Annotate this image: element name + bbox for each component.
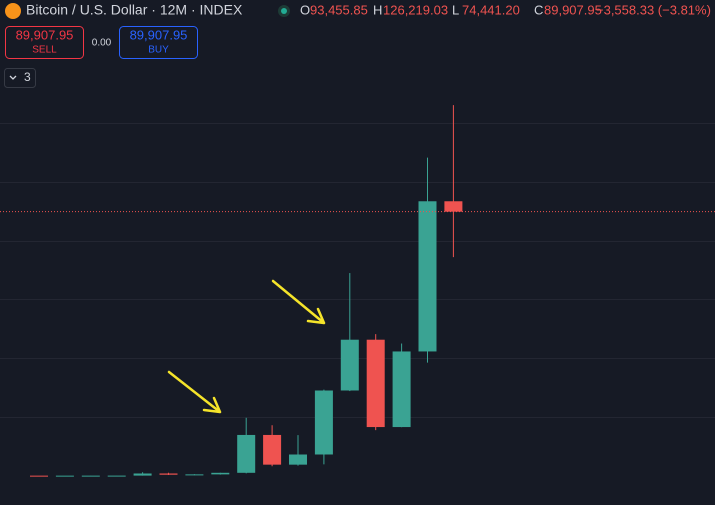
candle-body [418, 201, 437, 352]
ohlc-value: 126,219.03 [383, 2, 448, 17]
ohlc-value: 93,455.85 [310, 2, 368, 17]
candle-body [289, 454, 307, 465]
candle-body [107, 475, 126, 477]
candle-body [444, 201, 463, 212]
change: −3,558.33 (−3.81%) [596, 2, 711, 17]
indicators-toggle[interactable] [4, 68, 36, 88]
buy-label: BUY [148, 45, 169, 56]
ohlc-value: 74,441.20 [462, 2, 520, 17]
candle-body [340, 339, 359, 391]
candle-body [30, 475, 48, 477]
sell-price: 89,907.95 [16, 27, 74, 42]
spread: 0.00 [92, 38, 112, 49]
ohlc-value: 89,907.95 [544, 2, 602, 17]
ohlc-label: C [534, 2, 543, 17]
candle-body [211, 472, 230, 475]
arrow [271, 279, 326, 325]
candle-body [81, 475, 100, 477]
status-dot [281, 8, 287, 14]
ohlc-label: H [373, 2, 382, 17]
candle-body [366, 339, 385, 428]
indicator-count: 3 [24, 70, 31, 84]
buy-button[interactable] [119, 26, 198, 59]
bitcoin-icon [5, 3, 21, 19]
candle-body [314, 390, 333, 455]
candles [0, 105, 715, 477]
candle-body [237, 434, 256, 473]
arrow [167, 370, 222, 414]
buy-price: 89,907.95 [130, 27, 188, 42]
candle-body [185, 474, 204, 476]
ohlc-label: O [300, 2, 310, 17]
grid [0, 123, 715, 418]
sell-button[interactable] [5, 26, 84, 59]
ohlc-values: O 93,455.85 H 126,219.03 L 74,441.20 C 89,907.9… [300, 2, 602, 17]
candle-body [55, 475, 74, 477]
symbol-title[interactable]: Bitcoin / U.S. Dollar · 12M · INDEX [26, 2, 243, 18]
sell-label: SELL [32, 45, 57, 56]
chevron-icon [9, 75, 17, 80]
candle-body [133, 473, 152, 476]
candle-body [263, 434, 282, 465]
candle-body [392, 351, 411, 428]
candle-body [159, 473, 178, 475]
ohlc-label: L [452, 2, 459, 17]
